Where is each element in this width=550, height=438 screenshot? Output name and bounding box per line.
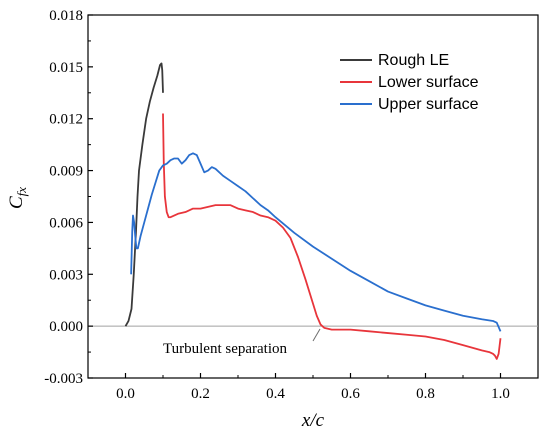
legend: Rough LE Lower surface Upper surface [340,52,479,113]
series-line-upper-surface [130,152,502,332]
y-tick-label: 0.006 [49,215,83,231]
legend-label: Rough LE [378,52,449,69]
x-tick-label: 0.2 [191,386,210,402]
plot-frame [87,14,539,379]
series-line-lower-surface [162,113,502,360]
y-tick-label: 0.003 [49,267,83,283]
annotation-leader-line [312,328,321,342]
annotation: Turbulent separation [163,328,321,357]
y-tick-label: 0.012 [49,112,83,128]
y-axis-title-main: C [6,196,27,209]
x-axis: 0.0 0.2 0.4 0.6 0.8 1.0 [87,373,539,402]
annotation-turbulent-separation: Turbulent separation [163,341,288,357]
y-tick-label: 0.009 [49,164,83,180]
legend-label: Upper surface [378,96,479,113]
y-tick-label: 0.018 [49,8,83,24]
y-tick-label: 0.015 [49,60,83,76]
y-axis-title-sub: fx [14,187,29,197]
series-line-rough-le [124,62,164,327]
x-axis-title: x/c [301,410,325,431]
y-axis: -0.003 0.000 0.003 0.006 0.009 0.012 0.015 0.01… [44,8,93,387]
x-tick-label: 0.8 [416,386,435,402]
legend-label: Lower surface [378,74,479,91]
series-group [124,62,502,360]
x-tick-label: 0.4 [266,386,285,402]
y-tick-label: -0.003 [44,371,83,387]
x-tick-label: 0.6 [341,386,360,402]
y-axis-title: Cfx [6,187,29,209]
plot-area [87,14,539,379]
x-tick-label: 1.0 [491,386,510,402]
x-tick-label: 0.0 [116,386,135,402]
y-tick-label: 0.000 [49,319,83,335]
